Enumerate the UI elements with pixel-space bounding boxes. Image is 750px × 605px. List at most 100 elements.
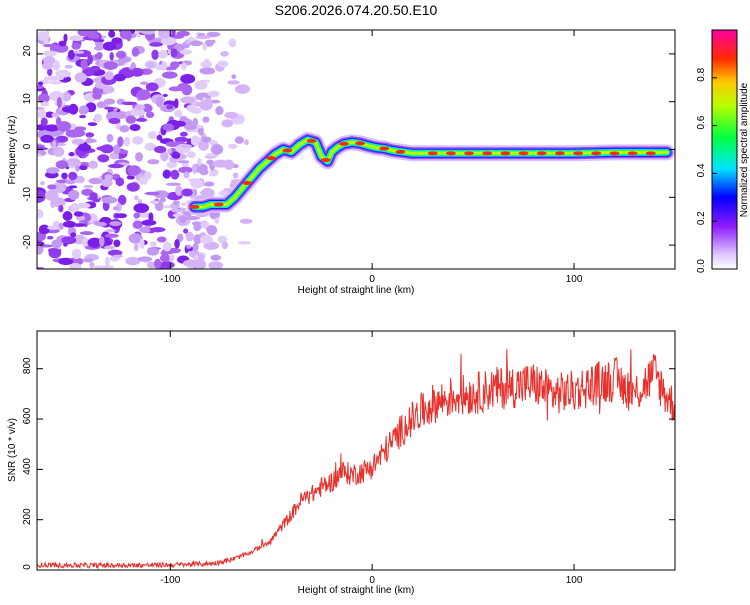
noise-blob (202, 116, 210, 123)
noise-blob (191, 221, 202, 226)
spectrogram-ridge (186, 131, 675, 215)
noise-blob (79, 231, 94, 236)
noise-blob (72, 223, 87, 227)
noise-blob (135, 30, 142, 38)
noise-blob (175, 185, 183, 197)
noise-blob (132, 220, 143, 229)
noise-blob (37, 85, 45, 89)
noise-blob (37, 93, 50, 104)
noise-blob (154, 258, 162, 269)
noise-blob (40, 134, 54, 143)
noise-blob (44, 189, 59, 201)
y-tick-label: 800 (22, 357, 33, 374)
noise-blob (85, 132, 95, 138)
noise-blob (62, 210, 73, 222)
ridge-peak (627, 151, 638, 156)
noise-blob (136, 89, 151, 101)
noise-blob (146, 261, 156, 269)
noise-blob (113, 239, 121, 248)
noise-blob (135, 152, 144, 162)
noise-blob (160, 151, 169, 162)
spectrogram-ylabel: Frequency (Hz) (7, 116, 18, 185)
noise-blob (55, 160, 69, 169)
ridge-peak (395, 149, 406, 154)
noise-blob (141, 219, 157, 226)
noise-blob (68, 171, 78, 181)
noise-blob (220, 51, 229, 57)
noise-blob (190, 135, 200, 147)
noise-blob (75, 215, 86, 221)
x-tick-label: -100 (160, 575, 180, 586)
noise-blob (78, 105, 89, 115)
noise-blob (206, 159, 214, 165)
noise-blob (148, 212, 154, 223)
noise-blob (174, 98, 179, 109)
noise-blob (210, 144, 224, 155)
noise-blob (193, 259, 207, 269)
noise-blob (67, 49, 75, 60)
noise-blob (107, 249, 123, 257)
colorbar-gradient (712, 30, 737, 269)
noise-blob (184, 216, 201, 221)
colorbar-tick-label: 0.8 (696, 67, 707, 81)
y-tick-label: -10 (22, 187, 33, 202)
ridge-peak (645, 151, 656, 156)
noise-blob (178, 215, 187, 224)
noise-blob (90, 65, 101, 72)
noise-blob (129, 124, 141, 132)
snr-xlabel: Height of straight line (km) (298, 585, 415, 596)
ridge-peak (379, 146, 390, 151)
noise-blob (183, 171, 190, 179)
spectrogram-y-ticks: -20 -10 0 10 20 (22, 45, 675, 249)
noise-blob (180, 73, 196, 84)
ridge-peak (500, 151, 511, 156)
noise-blob (162, 71, 178, 79)
noise-blob (155, 96, 164, 108)
noise-blob (150, 226, 166, 233)
noise-blob (202, 42, 207, 51)
noise-blob (185, 231, 194, 242)
noise-blob (244, 139, 249, 146)
noise-blob (51, 139, 57, 150)
ridge-peak (338, 141, 349, 146)
noise-blob (195, 35, 211, 40)
noise-blob (228, 38, 237, 48)
noise-blob (44, 124, 60, 132)
noise-blob (70, 232, 77, 238)
noise-blob (131, 47, 140, 57)
noise-blob (186, 151, 196, 159)
noise-blob (170, 48, 178, 58)
noise-blob (145, 61, 156, 69)
noise-blob (166, 105, 174, 110)
noise-blob (37, 81, 44, 86)
noise-blob (127, 165, 141, 176)
noise-blob (140, 30, 156, 35)
noise-blob (179, 131, 188, 137)
noise-blob (178, 166, 193, 174)
noise-blob (47, 68, 53, 77)
y-tick-label: 10 (22, 93, 33, 105)
noise-blob (172, 200, 180, 205)
noise-blob (174, 109, 183, 118)
spectrogram-noise-blobs (37, 30, 253, 269)
noise-blob (51, 112, 60, 118)
noise-blob (58, 40, 67, 47)
y-tick-label: 20 (22, 45, 33, 57)
noise-blob (103, 61, 118, 70)
colorbar-tick-label: 0.2 (696, 211, 707, 225)
x-tick-label: 100 (566, 274, 583, 285)
noise-blob (112, 206, 120, 211)
noise-blob (162, 123, 175, 131)
noise-blob (104, 245, 116, 250)
noise-blob (126, 182, 140, 192)
noise-blob (162, 93, 168, 97)
noise-blob (134, 195, 139, 201)
ridge-peak (241, 180, 252, 185)
noise-blob (64, 179, 76, 185)
ridge-peak (554, 151, 565, 156)
noise-blob (192, 242, 199, 252)
ridge-peak (464, 151, 475, 156)
noise-blob (89, 192, 98, 201)
noise-blob (156, 236, 167, 243)
noise-blob (180, 144, 193, 148)
